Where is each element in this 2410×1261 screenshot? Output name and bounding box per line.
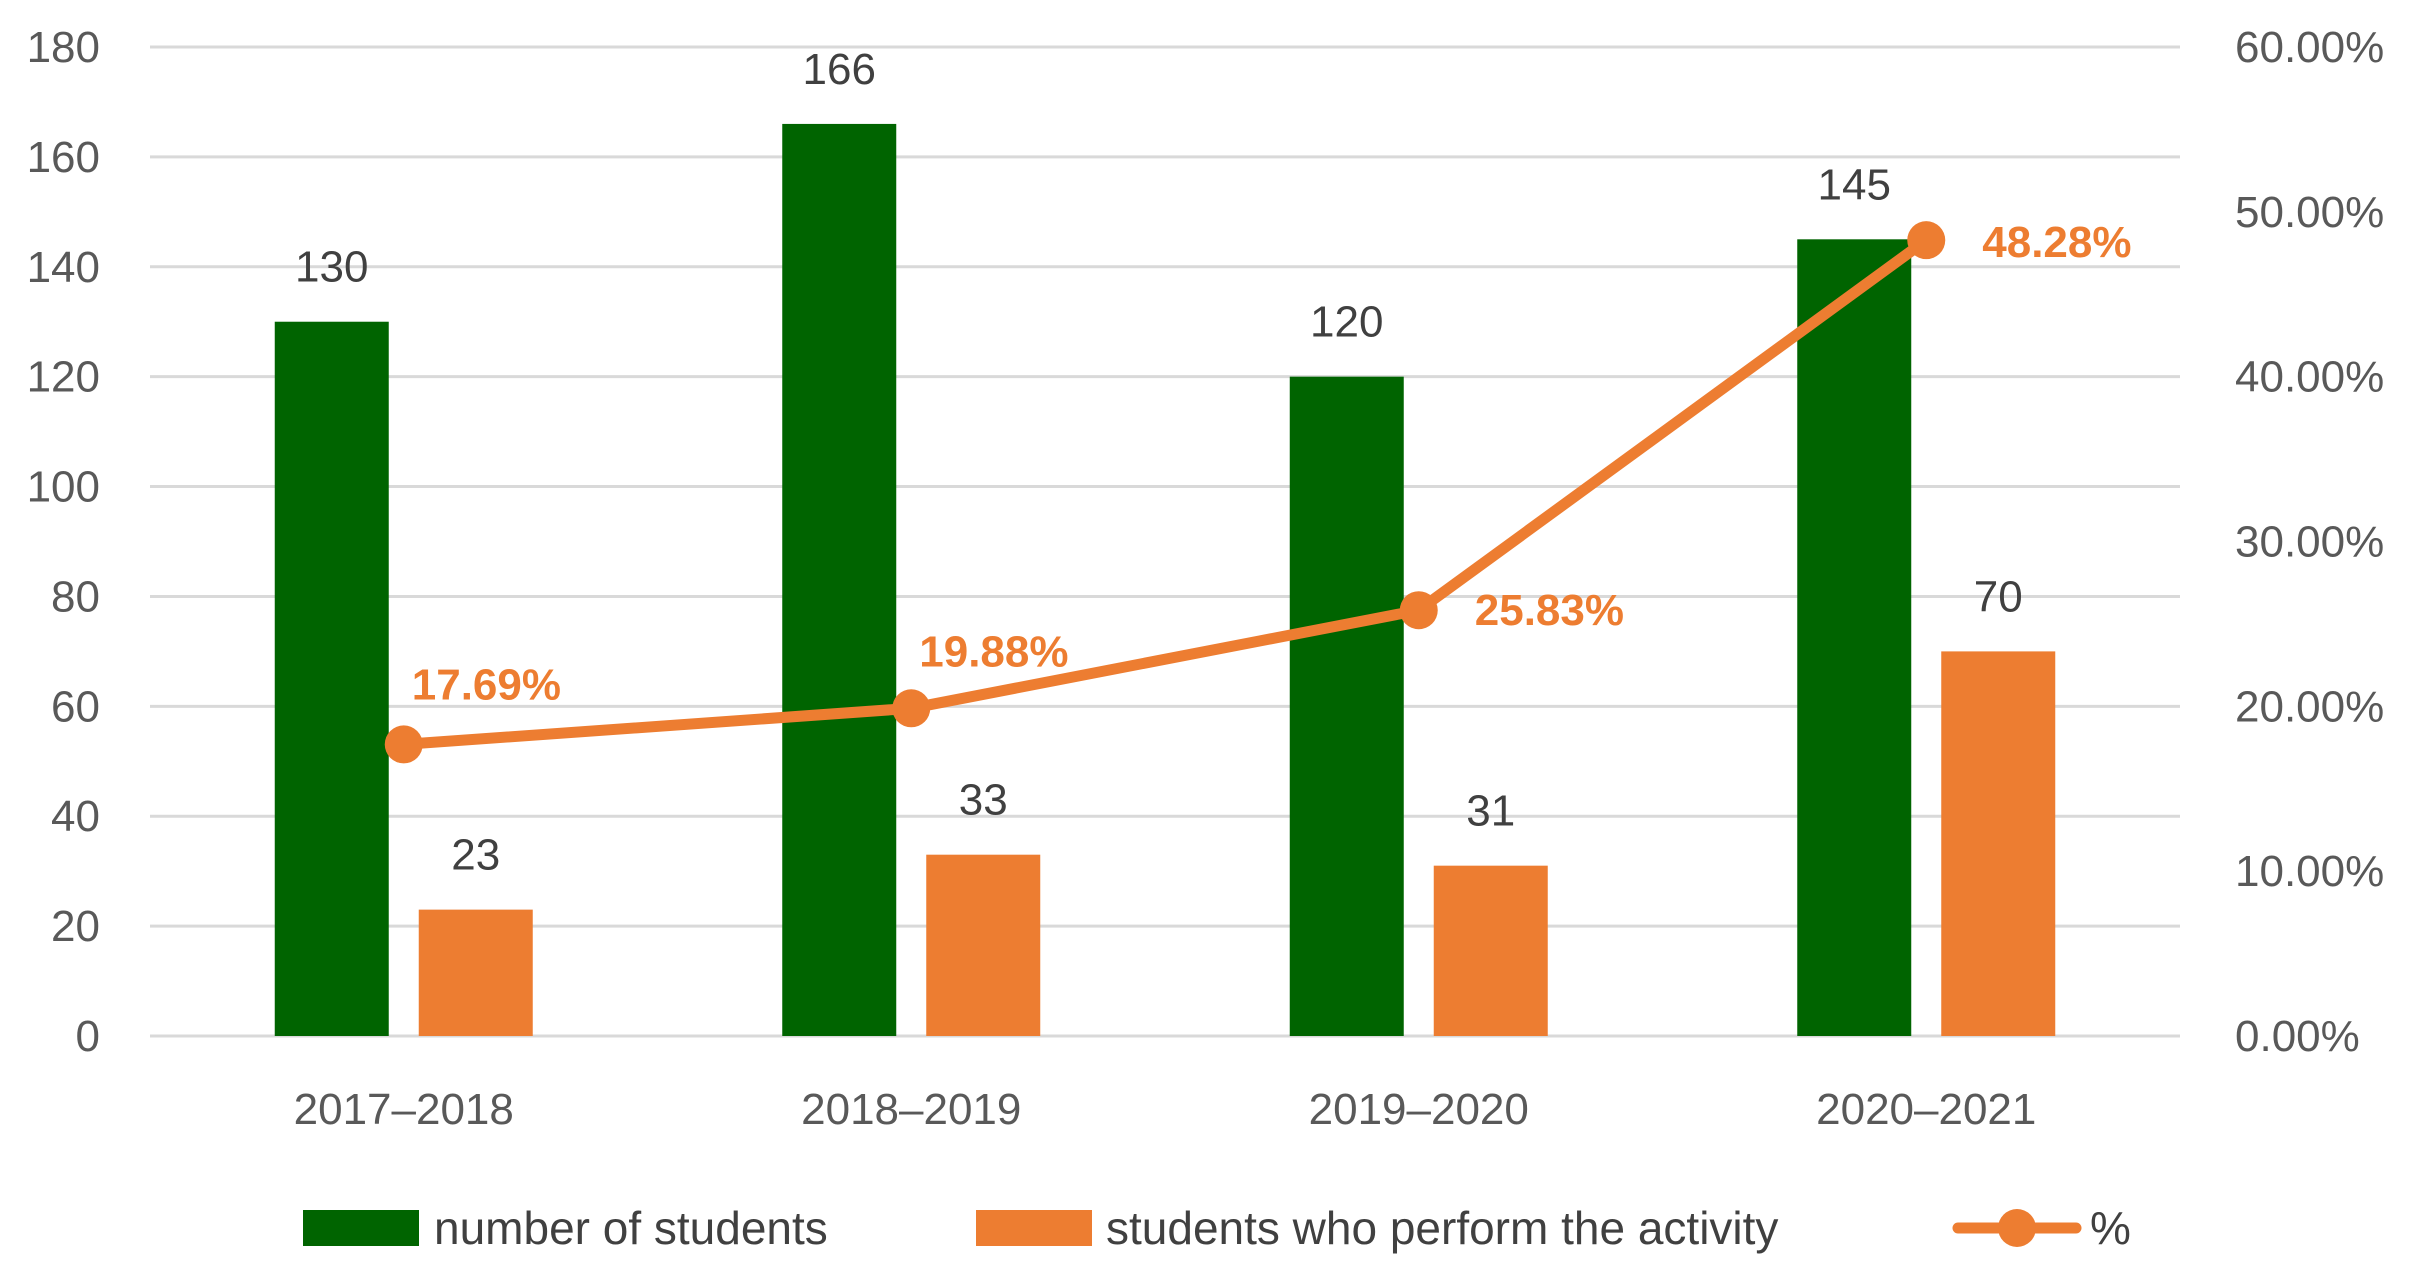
y-left-tick-label: 100: [27, 463, 100, 512]
bar: [1433, 865, 1548, 1036]
y-left-tick-label: 180: [27, 23, 100, 72]
y-right-tick-label: 40.00%: [2235, 353, 2384, 402]
bar-data-label: 130: [295, 243, 368, 292]
y-right-tick-label: 0.00%: [2235, 1012, 2360, 1061]
y-left-tick-label: 40: [51, 792, 100, 841]
bar: [782, 123, 897, 1036]
bar-data-label: 120: [1310, 298, 1383, 347]
x-tick-label: 2020–2021: [1816, 1085, 2036, 1134]
bar-data-label: 145: [1818, 160, 1891, 209]
percent-marker: [1399, 591, 1438, 630]
x-tick-label: 2017–2018: [294, 1085, 514, 1134]
legend-swatch: [976, 1210, 1092, 1246]
legend-swatch: [303, 1210, 419, 1246]
y-right-tick-label: 20.00%: [2235, 682, 2384, 731]
bar: [418, 909, 533, 1036]
percent-data-label: 48.28%: [1982, 218, 2131, 267]
x-tick-label: 2019–2020: [1309, 1085, 1529, 1134]
bar-data-label: 23: [451, 831, 500, 880]
bar: [274, 321, 389, 1036]
legend-label: %: [2090, 1202, 2131, 1254]
percent-marker: [892, 689, 931, 728]
bar-data-label: 70: [1974, 572, 2023, 621]
y-left-tick-label: 60: [51, 682, 100, 731]
y-left-tick-label: 140: [27, 243, 100, 292]
bar: [1797, 239, 1912, 1037]
percent-data-label: 17.69%: [412, 660, 561, 709]
bar: [1941, 651, 2056, 1036]
legend-label: number of students: [434, 1202, 828, 1254]
bar-data-label: 31: [1466, 787, 1515, 836]
y-left-tick-label: 0: [76, 1012, 100, 1061]
percent-data-label: 25.83%: [1475, 586, 1624, 635]
y-left-tick-label: 120: [27, 353, 100, 402]
percent-data-label: 19.88%: [919, 627, 1068, 676]
percent-marker: [384, 725, 423, 764]
legend-label: students who perform the activity: [1106, 1202, 1778, 1254]
legend-swatch: [1998, 1209, 2036, 1247]
y-right-tick-label: 60.00%: [2235, 23, 2384, 72]
y-right-tick-label: 10.00%: [2235, 847, 2384, 896]
percent-line: [398, 234, 1932, 750]
y-left-tick-label: 20: [51, 902, 100, 951]
percent-marker: [1907, 221, 1946, 260]
y-left-tick-label: 80: [51, 572, 100, 621]
y-right-tick-label: 30.00%: [2235, 518, 2384, 567]
bar-data-label: 33: [959, 776, 1008, 825]
y-right-tick-label: 50.00%: [2235, 188, 2384, 237]
bar: [1289, 376, 1404, 1037]
x-tick-label: 2018–2019: [801, 1085, 1021, 1134]
y-left-tick-label: 160: [27, 133, 100, 182]
bar: [926, 854, 1041, 1036]
bar-data-label: 166: [803, 45, 876, 94]
